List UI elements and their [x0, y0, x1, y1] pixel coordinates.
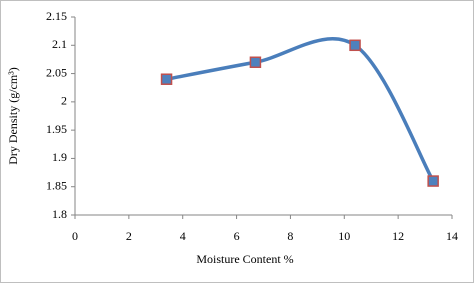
marker: [249, 56, 262, 69]
y-tick-label: 1.9: [52, 150, 67, 164]
line: [166, 37, 435, 182]
y-tick-label: 2.15: [46, 9, 67, 23]
x-tick-label: 4: [180, 229, 186, 243]
x-tick-label: 6: [234, 229, 240, 243]
x-tick-label: 12: [392, 229, 404, 243]
y-tick-label: 2.1: [52, 37, 67, 51]
x-tick-label: 2: [126, 229, 132, 243]
marker: [427, 175, 439, 187]
y-tick-label: 1.8: [52, 207, 67, 221]
y-tick-label: 2.05: [46, 65, 67, 79]
x-axis-label: Moisture Content %: [196, 252, 293, 266]
marker: [349, 39, 361, 52]
x-tick-label: 0: [72, 229, 78, 243]
marker: [160, 73, 173, 85]
x-tick-label: 8: [287, 229, 293, 243]
y-tick-label: 2: [61, 94, 67, 108]
y-axis-label: Dry Density (g/cm³): [6, 67, 20, 165]
y-tick-label: 1.85: [46, 178, 67, 192]
x-tick-label: 14: [446, 229, 458, 243]
x-tick-label: 10: [338, 229, 350, 243]
y-tick-label: 1.95: [46, 122, 67, 136]
